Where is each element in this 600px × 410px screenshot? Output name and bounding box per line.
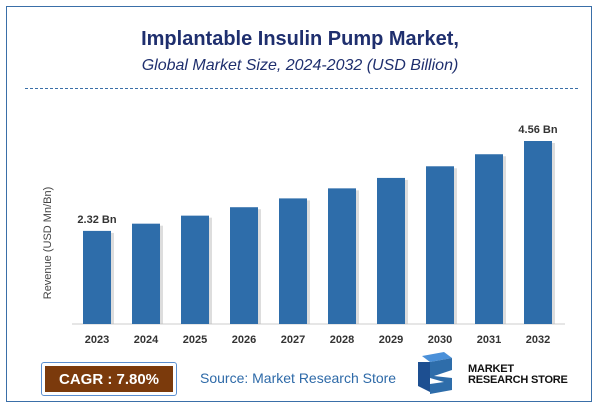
bar-2027	[279, 198, 307, 324]
bar-2024	[132, 223, 160, 324]
market-research-store-logo-icon	[418, 352, 452, 394]
data-label: 2.32 Bn	[77, 214, 116, 226]
bar-2031	[475, 154, 503, 324]
x-tick-label: 2023	[85, 334, 109, 346]
x-tick-label: 2032	[526, 334, 550, 346]
title-divider	[25, 88, 578, 89]
chart-frame	[6, 6, 592, 402]
bar-2032	[524, 141, 552, 324]
chart-title: Implantable Insulin Pump Market,	[141, 28, 459, 50]
logo-text: MARKET RESEARCH STORE	[468, 364, 568, 386]
x-tick-label: 2027	[281, 334, 305, 346]
chart-subtitle: Global Market Size, 2024-2032 (USD Billi…	[141, 57, 459, 74]
cagr-badge: CAGR : 7.80%	[41, 362, 177, 396]
y-axis-label: Revenue (USD Mn/Bn)	[42, 187, 54, 300]
x-tick-label: 2026	[232, 334, 256, 346]
bar-2030	[426, 166, 454, 324]
x-tick-label: 2025	[183, 334, 207, 346]
x-tick-label: 2030	[428, 334, 452, 346]
logo-line-1: MARKET	[468, 363, 514, 375]
x-tick-label: 2028	[330, 334, 354, 346]
cagr-text: CAGR : 7.80%	[45, 366, 173, 392]
bar-2029	[377, 177, 405, 324]
bar-2028	[328, 188, 356, 324]
x-tick-label: 2029	[379, 334, 403, 346]
bar-2023	[83, 230, 111, 324]
bar-2025	[181, 215, 209, 324]
x-tick-label: 2024	[134, 334, 159, 346]
data-label: 4.56 Bn	[518, 124, 557, 136]
x-tick-label: 2031	[477, 334, 501, 346]
logo-line-2: RESEARCH STORE	[468, 374, 568, 386]
source-text: Source: Market Research Store	[200, 370, 397, 386]
bar-2026	[230, 207, 258, 324]
